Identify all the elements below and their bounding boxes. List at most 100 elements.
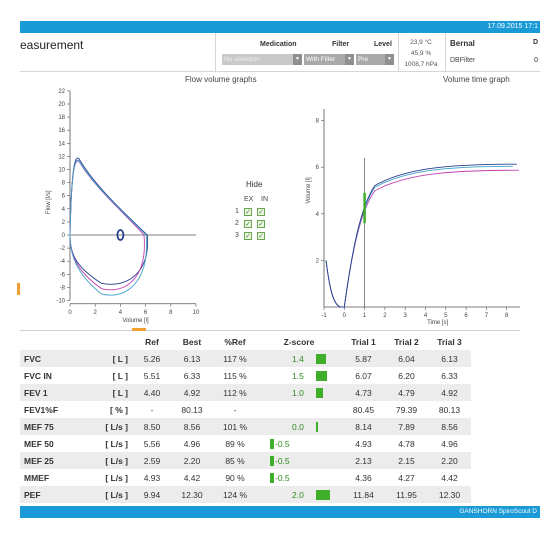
y-tick-label: -10: [56, 299, 65, 305]
x-tick-label: 8: [169, 310, 173, 316]
zscore-value: 1.5: [292, 371, 304, 381]
param-name: PEF: [20, 486, 82, 503]
trial-1-value: 80.45: [352, 404, 375, 415]
pct-ref-value: 117 %: [214, 350, 256, 367]
param-name: MEF 75: [20, 418, 82, 435]
zscore-cell: 1.0: [256, 384, 342, 401]
zscore-value: -0.5: [275, 439, 290, 449]
table-row: FVC[ L ] 5.26 6.13 117 % 1.4 5.87 6.04 6.13: [20, 350, 471, 367]
trial-1-value: 2.13: [342, 452, 385, 469]
volume-time-title: Volume time graph: [443, 75, 510, 84]
pct-ref-value: 115 %: [223, 370, 247, 381]
checkbox-in-1[interactable]: ✓: [257, 208, 265, 216]
zscore-value: 1.4: [292, 354, 304, 364]
level-select[interactable]: Pre ▼: [356, 54, 394, 65]
best-value: 4.96: [183, 438, 201, 449]
x-tick-label: 10: [193, 310, 200, 316]
y-tick-label: 2: [316, 258, 320, 264]
pct-ref-value: 112 %: [214, 384, 256, 401]
table-row: MEF 75[ L/s ] 8.50 8.56 101 % 0.0 8.14 7.89 8.5…: [20, 418, 471, 435]
zscore-value: -0.5: [275, 473, 290, 483]
zscore-bar: [270, 456, 274, 466]
pct-ref-value: 89 %: [225, 438, 245, 449]
param-unit: [ L/s ]: [82, 418, 134, 435]
best-value: 4.42: [183, 472, 201, 483]
checkbox-in-3[interactable]: ✓: [257, 232, 265, 240]
trial-2-value: 2.15: [385, 452, 428, 469]
pct-ref-value: 124 %: [214, 486, 256, 503]
flow-volume-curve-trial-1: [69, 157, 149, 285]
volume-time-curve-trial-1: [325, 169, 519, 308]
zscore-cell: [256, 401, 342, 418]
zscore-value: 1.0: [292, 388, 304, 398]
zscore-cell: 0.0: [256, 418, 342, 435]
col-best: Best: [182, 336, 202, 347]
trial-1-value: 4.36: [355, 472, 372, 483]
zscore-cell: 1.5: [256, 367, 342, 384]
x-tick-label: 5: [444, 313, 448, 319]
pressure: 1008,7 hPa: [404, 61, 438, 68]
best-value: 80.13: [181, 404, 203, 415]
trial-1-value: 4.93: [355, 438, 372, 449]
param-name: FEV1%F: [24, 404, 59, 415]
y-tick-label: 4: [62, 207, 66, 213]
medication-select[interactable]: No selection ▼: [222, 54, 302, 65]
y-tick-label: 8: [316, 119, 320, 125]
y-axis-label: Volume [l]: [306, 177, 312, 204]
trial-3-value: 6.13: [428, 350, 471, 367]
y-tick-label: -6: [60, 272, 66, 278]
y-tick-label: -2: [60, 246, 66, 252]
divider: [445, 33, 446, 71]
col-zscore: Z-score: [283, 336, 315, 347]
best-value: 6.13: [170, 350, 214, 367]
x-axis-label: Volume [l]: [122, 318, 149, 324]
flow-volume-curve-trial-2: [69, 160, 145, 291]
pct-ref-value: -: [233, 404, 237, 415]
y-tick-label: 10: [58, 168, 65, 174]
in-header: IN: [261, 196, 268, 203]
zscore-value: 2.0: [292, 490, 304, 500]
y-axis-label: Flow [l/s]: [46, 190, 52, 214]
top-bar: 17.09.2015 17:1: [20, 21, 540, 33]
y-tick-label: 4: [316, 212, 320, 218]
col-trial-1: Trial 1: [351, 336, 376, 347]
volume-time-curve-trial-3: [325, 163, 517, 308]
x-tick-label: -1: [321, 313, 327, 319]
checkbox-ex-3[interactable]: ✓: [244, 232, 252, 240]
pct-ref-value: 90 %: [225, 472, 245, 483]
param-unit: [ L ]: [112, 370, 128, 381]
param-unit: [ % ]: [110, 404, 128, 415]
table-row: MEF 25[ L/s ] 2.59 2.20 85 % -0.5 2.13 2.15 2.2…: [20, 452, 471, 469]
hide-label: Hide: [246, 180, 263, 189]
y-tick-label: 12: [58, 154, 65, 160]
zscore-cell: -0.5: [256, 469, 342, 486]
param-name: MEF 25: [20, 452, 82, 469]
table-row: PEF[ L/s ] 9.94 12.30 124 % 2.0 11.84 11.95 12.…: [20, 486, 471, 503]
divider: [20, 330, 520, 331]
x-tick-label: 6: [144, 310, 148, 316]
trial-3-value: 4.92: [428, 384, 471, 401]
hide-panel: EX IN 1 ✓ ✓ 2 ✓ ✓ 3 ✓ ✓: [235, 196, 268, 240]
checkbox-ex-1[interactable]: ✓: [244, 208, 252, 216]
ref-value: 5.51: [143, 370, 161, 381]
param-name: FVC IN: [24, 370, 52, 381]
splitter-handle[interactable]: [132, 328, 146, 331]
y-tick-label: -8: [60, 285, 66, 291]
chevron-down-icon: ▼: [345, 54, 354, 65]
environment-info: 23,9 °C 45,9 % 1008,7 hPa: [400, 37, 442, 70]
ref-value: 5.56: [143, 438, 161, 449]
col-trial-3: Trial 3: [437, 336, 462, 347]
checkbox-ex-2[interactable]: ✓: [244, 220, 252, 228]
brand-label: GANSHORN SpiroScout D: [459, 508, 537, 515]
trial-2-value: 7.89: [385, 418, 428, 435]
filter-select[interactable]: With Filter ▼: [304, 54, 354, 65]
zscore-bar: [270, 473, 274, 483]
checkbox-in-2[interactable]: ✓: [257, 220, 265, 228]
x-tick-label: 8: [505, 313, 509, 319]
x-tick-label: 4: [119, 310, 123, 316]
best-value: 4.92: [170, 384, 214, 401]
x-tick-label: 2: [94, 310, 98, 316]
param-unit: [ L ]: [82, 384, 134, 401]
